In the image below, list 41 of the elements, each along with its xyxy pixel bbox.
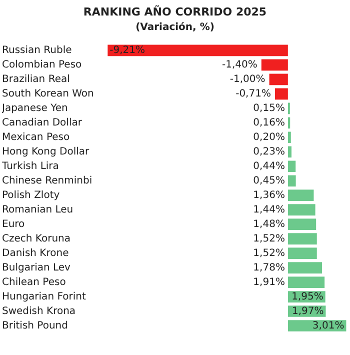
y-tick-label: Chinese Renminbi (2, 175, 92, 186)
data-label: -1,40% (222, 60, 258, 71)
y-tick-label: Hong Kong Dollar (2, 146, 90, 158)
data-label: 1,91% (253, 276, 285, 288)
data-label: 1,48% (253, 218, 285, 230)
data-label: 1,97% (292, 306, 324, 317)
y-tick-label: British Pound (2, 320, 68, 332)
data-label: 0,16% (253, 117, 285, 128)
data-label: 0,20% (253, 132, 285, 143)
data-label: 1,78% (253, 262, 285, 274)
y-tick-label: Polish Zloty (2, 190, 60, 201)
y-tick-label: Turkish Lira (1, 160, 59, 172)
y-tick-label: Colombian Peso (2, 60, 82, 71)
data-label: 0,44% (253, 160, 285, 172)
chart-title: RANKING AÑO CORRIDO 2025 (83, 4, 267, 18)
data-label: 3,01% (312, 320, 344, 332)
data-label: 1,95% (292, 291, 324, 302)
y-tick-label: Danish Krone (2, 248, 69, 259)
y-tick-label: South Korean Won (2, 88, 94, 100)
data-label: -0,71% (236, 88, 271, 100)
data-label: 1,52% (253, 233, 285, 244)
data-label: 1,52% (253, 248, 285, 259)
data-label: 0,15% (253, 103, 285, 114)
y-tick-label: Bulgarian Lev (2, 262, 71, 274)
y-tick-label: Swedish Krona (2, 306, 76, 317)
y-tick-label: Hungarian Forint (2, 291, 86, 302)
y-tick-label: Euro (2, 218, 25, 230)
data-label: -9,21% (110, 45, 146, 56)
y-tick-label: Chilean Peso (2, 276, 66, 288)
y-tick-label: Mexican Peso (2, 132, 70, 143)
y-tick-label: Romanian Leu (2, 204, 74, 216)
data-label: 1,44% (253, 204, 285, 216)
y-tick-label: Brazilian Real (2, 74, 70, 86)
y-tick-label: Canadian Dollar (2, 117, 83, 128)
data-label: 0,23% (253, 146, 285, 158)
data-label: 0,45% (253, 175, 285, 186)
y-tick-label: Russian Ruble (2, 45, 72, 56)
data-label: -1,00% (230, 74, 266, 86)
y-tick-label: Czech Koruna (2, 233, 70, 244)
data-label: 1,36% (253, 190, 285, 201)
chart-subtitle: (Variación, %) (136, 22, 214, 33)
